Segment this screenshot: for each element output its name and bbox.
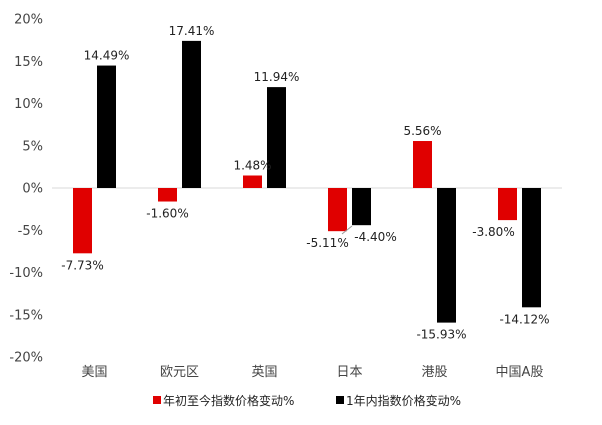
y-tick-label: 5% xyxy=(22,139,43,154)
bar-ytd xyxy=(73,188,92,254)
data-label: -5.11% xyxy=(306,236,348,250)
x-axis: 美国 欧元区 英国 日本 港股 中国A股 xyxy=(81,365,543,380)
data-label: 11.94% xyxy=(254,70,300,84)
data-label: -7.73% xyxy=(61,258,103,272)
label-leader-line xyxy=(341,225,353,235)
y-tick-label: -15% xyxy=(9,308,43,323)
legend-label: 年初至今指数价格变动% xyxy=(163,393,294,408)
x-category-label: 美国 xyxy=(81,365,107,380)
data-labels: -7.73% 14.49% -1.60% 17.41% 1.48% 11.94% -5.11… xyxy=(61,24,549,342)
data-label: -3.80% xyxy=(472,225,514,239)
bar-1y xyxy=(522,188,541,308)
bar-1y xyxy=(267,87,286,188)
data-label: -4.40% xyxy=(354,230,396,244)
x-category-label: 欧元区 xyxy=(160,365,199,380)
bar-1y xyxy=(182,40,201,189)
bars xyxy=(73,40,541,323)
bar-1y xyxy=(352,188,371,226)
x-category-label: 中国A股 xyxy=(496,365,544,380)
y-tick-label: 15% xyxy=(14,55,43,70)
bar-ytd xyxy=(498,188,517,221)
legend-label: 1年内指数价格变动% xyxy=(346,393,461,408)
y-tick-label: 10% xyxy=(14,97,43,112)
y-axis: -20% -15% -10% -5% 0% 5% 10% 15% 20% xyxy=(9,13,562,366)
data-label: -1.60% xyxy=(146,207,188,221)
bar-ytd xyxy=(158,188,177,202)
bar-ytd xyxy=(413,141,432,188)
x-category-label: 英国 xyxy=(251,365,277,380)
legend-swatch xyxy=(153,396,161,404)
y-tick-label: 20% xyxy=(14,13,43,28)
data-label: 5.56% xyxy=(403,124,441,138)
y-tick-label: -20% xyxy=(9,351,43,366)
bar-1y xyxy=(437,188,456,323)
y-tick-label: 0% xyxy=(22,182,43,197)
data-label: 17.41% xyxy=(169,24,215,38)
bar-1y xyxy=(97,65,116,188)
bar-ytd xyxy=(243,175,262,188)
legend: 年初至今指数价格变动% 1年内指数价格变动% xyxy=(153,393,461,408)
y-tick-label: -10% xyxy=(9,266,43,281)
data-label: 1.48% xyxy=(233,158,271,172)
legend-swatch xyxy=(336,396,344,404)
data-label: 14.49% xyxy=(84,49,130,63)
x-category-label: 日本 xyxy=(336,365,362,380)
x-category-label: 港股 xyxy=(421,365,447,380)
bar-ytd xyxy=(328,188,347,232)
data-label: -14.12% xyxy=(499,312,549,326)
data-label: -15.93% xyxy=(416,328,466,342)
y-tick-label: -5% xyxy=(18,224,43,239)
